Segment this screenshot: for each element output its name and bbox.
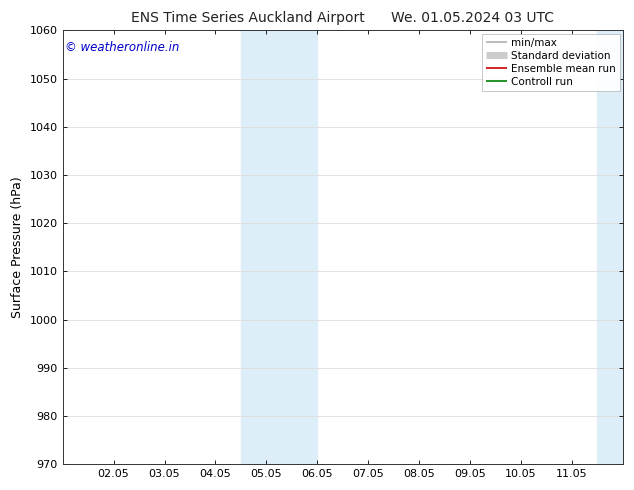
Bar (597, 30, 623, 464)
Title: ENS Time Series Auckland Airport      We. 01.05.2024 03 UTC: ENS Time Series Auckland Airport We. 01.… (131, 11, 554, 25)
Y-axis label: Surface Pressure (hPa): Surface Pressure (hPa) (11, 176, 24, 318)
Text: © weatheronline.in: © weatheronline.in (65, 41, 180, 54)
Bar (241, 30, 317, 464)
Legend: min/max, Standard deviation, Ensemble mean run, Controll run: min/max, Standard deviation, Ensemble me… (482, 34, 620, 91)
